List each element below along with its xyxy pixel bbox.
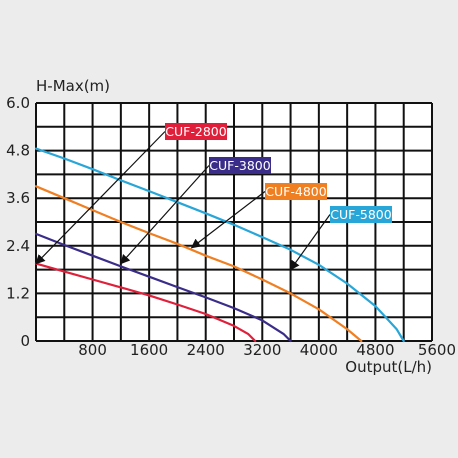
leader-arrow-cuf-2800 (35, 131, 166, 265)
x-tick-label: 4000 (300, 341, 338, 359)
leader-arrow-cuf-3800 (120, 165, 210, 265)
series-label-cuf-2800: CUF-2800 (165, 124, 226, 139)
y-tick-label: 4.8 (6, 142, 30, 160)
series-label-box-cuf-5800 (330, 206, 392, 223)
x-tick-label: 1600 (130, 341, 168, 359)
series-label-cuf-5800: CUF-5800 (330, 207, 391, 222)
x-tick-label: 5600 (418, 341, 456, 359)
leader-arrow-cuf-5800 (290, 214, 331, 271)
series-line-cuf-4800 (34, 185, 363, 343)
x-tick-label: 3200 (243, 341, 281, 359)
series-label-cuf-4800: CUF-4800 (265, 184, 326, 199)
leader-arrow-cuf-4800 (190, 191, 266, 249)
x-axis-label: Output(L/h) (345, 358, 432, 376)
y-tick-label: 1.2 (6, 284, 30, 302)
series-label-cuf-3800: CUF-3800 (209, 158, 270, 173)
y-tick-label: 3.6 (6, 189, 30, 207)
series-label-box-cuf-4800 (265, 183, 327, 200)
series-label-box-cuf-3800 (209, 157, 271, 174)
x-tick-label: 800 (78, 341, 107, 359)
tick-labels: 6.0 4.8 3.6 2.4 1.2 0 800 1600 2400 3200 4000 4800 5… (6, 94, 456, 359)
series-label-box-cuf-2800 (165, 123, 227, 140)
y-tick-label: 2.4 (6, 237, 30, 255)
series-labels: CUF-2800 CUF-3800 CUF-4800 CUF-5800 (35, 123, 392, 271)
series-line-cuf-5800 (34, 147, 405, 343)
x-tick-label: 2400 (187, 341, 225, 359)
y-tick-label: 0 (20, 332, 30, 350)
series-line-cuf-3800 (34, 232, 292, 343)
series-lines (34, 147, 405, 343)
y-tick-label: 6.0 (6, 94, 30, 112)
y-axis-label: H-Max(m) (36, 77, 110, 95)
series-line-cuf-2800 (34, 262, 257, 343)
x-tick-label: 4800 (356, 341, 394, 359)
